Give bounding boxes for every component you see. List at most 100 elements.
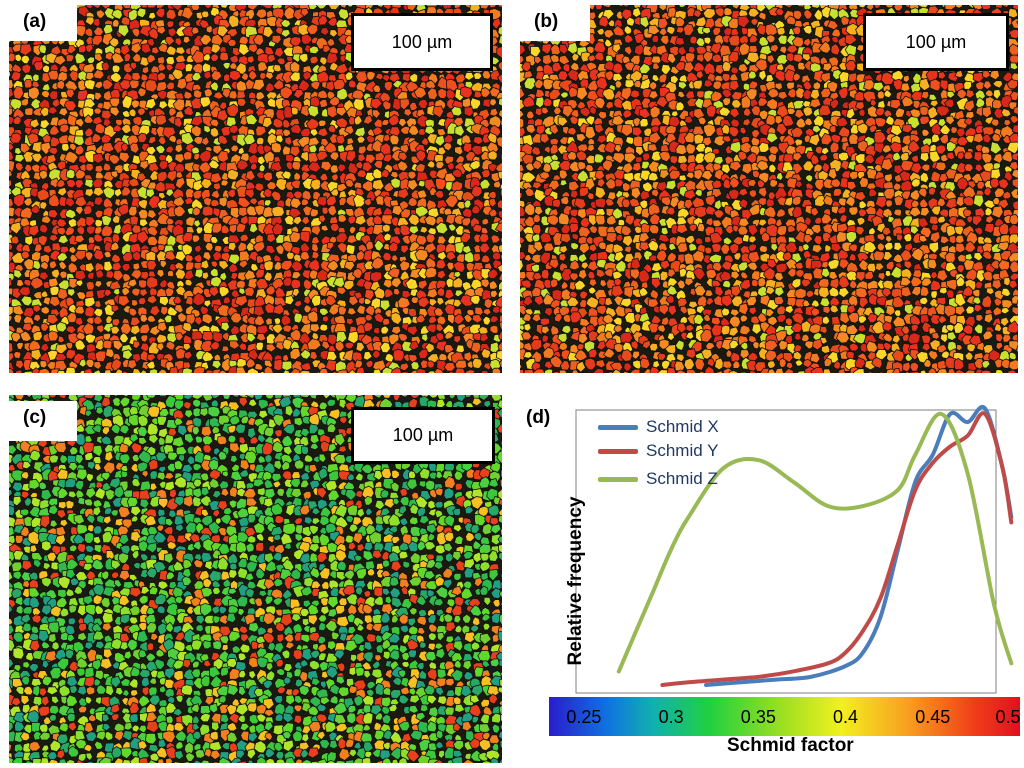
grain: [255, 341, 264, 351]
grain: [329, 188, 340, 197]
grain: [724, 224, 735, 235]
grain: [339, 5, 348, 9]
grain: [426, 360, 436, 369]
grain: [680, 331, 689, 341]
grain: [585, 235, 595, 245]
grain: [261, 116, 273, 129]
grain: [433, 367, 445, 373]
grain: [347, 79, 357, 89]
grain: [711, 53, 723, 63]
grain: [319, 27, 330, 36]
grain: [357, 296, 366, 306]
grain: [174, 143, 184, 154]
grain: [869, 99, 877, 108]
grain: [192, 189, 203, 200]
grain: [66, 312, 78, 323]
grain: [400, 370, 410, 373]
grain: [9, 115, 15, 126]
grain: [344, 341, 355, 350]
grain: [56, 226, 67, 236]
grain: [631, 350, 641, 360]
grain: [93, 395, 104, 403]
grain: [272, 303, 286, 315]
grain: [547, 214, 560, 226]
grain: [973, 323, 984, 335]
grain: [102, 404, 115, 419]
grain: [720, 260, 733, 271]
grain: [407, 196, 418, 207]
grain: [568, 272, 579, 282]
grain: [183, 105, 195, 117]
grain: [884, 199, 894, 208]
grain: [868, 188, 878, 198]
grain: [151, 46, 160, 55]
grain: [737, 261, 749, 272]
grain: [757, 171, 770, 184]
grain: [373, 395, 383, 399]
grain: [809, 98, 822, 109]
grain: [20, 250, 31, 260]
grain: [229, 62, 239, 70]
grain: [47, 106, 59, 115]
grain: [192, 206, 201, 217]
grain: [228, 124, 240, 135]
grain: [211, 395, 221, 399]
grain: [129, 61, 138, 71]
grain: [855, 225, 865, 236]
grain: [137, 132, 148, 144]
grain: [1008, 29, 1018, 40]
grain: [158, 192, 166, 200]
grain: [121, 286, 131, 297]
grain: [129, 142, 140, 154]
grain: [40, 342, 50, 353]
grain: [910, 162, 923, 175]
grain: [156, 269, 165, 279]
grain: [391, 205, 404, 216]
grain: [658, 304, 671, 316]
grain: [954, 305, 966, 316]
grain: [857, 315, 868, 324]
grain: [1015, 298, 1018, 308]
grain: [355, 366, 366, 373]
grain: [604, 297, 614, 307]
grain: [463, 251, 475, 264]
grain: [84, 178, 95, 189]
grain: [840, 15, 850, 26]
grain: [939, 133, 950, 145]
grain: [576, 86, 589, 101]
grain: [931, 133, 941, 143]
grain: [481, 217, 490, 226]
grain: [155, 7, 166, 19]
grain: [496, 407, 502, 418]
grain: [168, 134, 177, 144]
grain: [882, 226, 892, 236]
grain: [525, 110, 535, 120]
grain: [182, 35, 191, 44]
grain: [832, 187, 843, 197]
grain: [822, 368, 832, 373]
grain: [748, 189, 758, 198]
grain: [649, 213, 661, 226]
grain: [174, 250, 187, 262]
grain: [113, 124, 123, 133]
grain: [666, 26, 676, 35]
grain: [217, 134, 229, 145]
grain: [9, 70, 12, 79]
grain: [561, 324, 572, 334]
grain: [883, 241, 894, 251]
grain: [639, 190, 651, 201]
grain: [211, 222, 224, 234]
grain: [472, 223, 483, 233]
grain: [336, 241, 348, 254]
grain: [569, 208, 579, 218]
grain: [881, 287, 892, 298]
grain: [595, 268, 606, 279]
grain: [520, 304, 529, 316]
grain: [713, 135, 726, 147]
grain: [792, 9, 803, 21]
grain: [132, 340, 141, 349]
grain: [131, 298, 139, 307]
grain: [836, 331, 850, 344]
grain: [69, 142, 78, 152]
grain: [246, 367, 259, 373]
